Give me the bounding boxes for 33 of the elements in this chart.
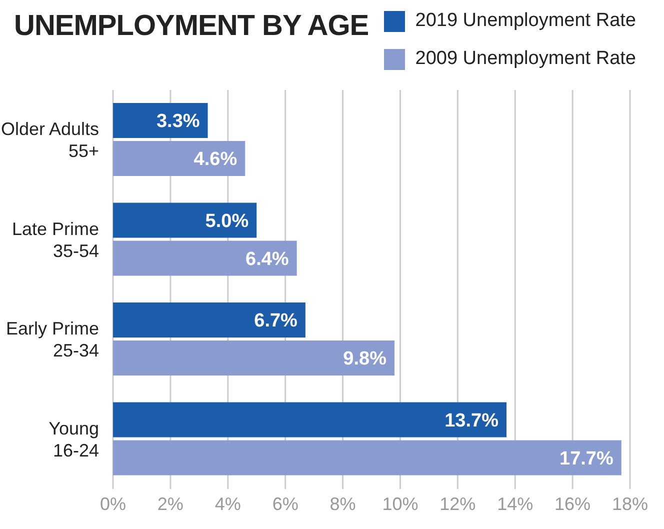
bar [113,302,306,338]
x-tick-label: 4% [214,494,241,514]
data-label: 6.7% [254,310,298,332]
data-label: 13.7% [444,410,499,432]
x-tick-label: 0% [100,494,126,514]
bar [113,402,506,438]
data-label: 6.4% [246,248,289,270]
y-tick-label: Young 16-24 [48,418,99,460]
data-label: 9.8% [343,348,387,370]
x-tick-label: 12% [440,494,476,514]
x-tick-label: 14% [497,494,534,514]
x-tick-label: 18% [612,494,648,514]
chart-title: UNEMPLOYMENT BY AGE [14,10,369,43]
bar [113,440,622,476]
data-label: 5.0% [205,210,249,232]
y-tick-label: Early Prime 25-34 [6,318,99,361]
legend-label: 2009 Unemployment Rate [415,48,636,70]
data-label: 17.7% [560,448,614,470]
x-tick-label: 2% [157,494,184,514]
legend-label: 2019 Unemployment Rate [415,10,636,32]
y-tick-label: Late Prime 35-54 [12,218,99,261]
x-tick-label: 16% [554,494,591,514]
x-tick-label: 8% [330,494,356,514]
bar [113,141,246,176]
bar [113,340,394,376]
data-label: 3.3% [156,111,200,132]
x-tick-label: 6% [272,494,298,514]
bar [113,103,208,138]
bar [113,202,257,238]
y-tick-label: Older Adults 55+ [0,119,99,162]
bar [113,240,297,276]
data-label: 4.6% [194,149,238,170]
x-tick-label: 10% [382,494,418,514]
